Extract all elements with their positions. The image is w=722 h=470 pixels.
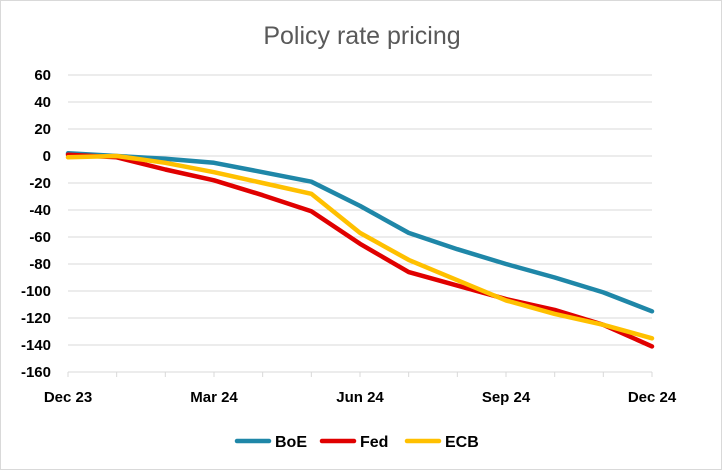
chart-title: Policy rate pricing xyxy=(263,22,460,50)
legend-label-ecb: ECB xyxy=(445,434,479,451)
y-tick-label: 0 xyxy=(43,148,51,165)
x-axis: Dec 23 Mar 24 Jun 24 Sep 24 Dec 24 xyxy=(44,372,677,406)
series-line-ecb xyxy=(65,153,655,341)
y-tick-label: -60 xyxy=(29,229,51,246)
x-tick-label: Sep 24 xyxy=(482,389,531,406)
y-tick-label: -120 xyxy=(21,310,51,327)
y-tick-label: -160 xyxy=(21,364,51,381)
y-tick-label: 20 xyxy=(34,121,51,138)
x-tick-label: Mar 24 xyxy=(190,389,238,406)
x-tick-label: Dec 24 xyxy=(628,389,677,406)
y-tick-label: 60 xyxy=(34,67,51,84)
series-line-fed xyxy=(65,152,655,349)
y-tick-label: -100 xyxy=(21,283,51,300)
y-tick-label: -140 xyxy=(21,337,51,354)
gridlines xyxy=(68,74,652,373)
legend-label-fed: Fed xyxy=(360,434,388,451)
series-lines xyxy=(65,151,655,349)
legend: BoE Fed ECB xyxy=(234,434,479,451)
y-tick-label: -80 xyxy=(29,256,51,273)
y-tick-label: 40 xyxy=(34,94,51,111)
legend-label-boe: BoE xyxy=(275,434,307,451)
x-tick-label: Jun 24 xyxy=(336,389,384,406)
y-tick-label: -20 xyxy=(29,175,51,192)
x-tick-label: Dec 23 xyxy=(44,389,92,406)
y-tick-label: -40 xyxy=(29,202,51,219)
y-axis: 60 40 20 0 -20 -40 -60 -80 -100 -120 -140 -160 xyxy=(21,67,51,381)
series-line-boe xyxy=(65,151,655,314)
